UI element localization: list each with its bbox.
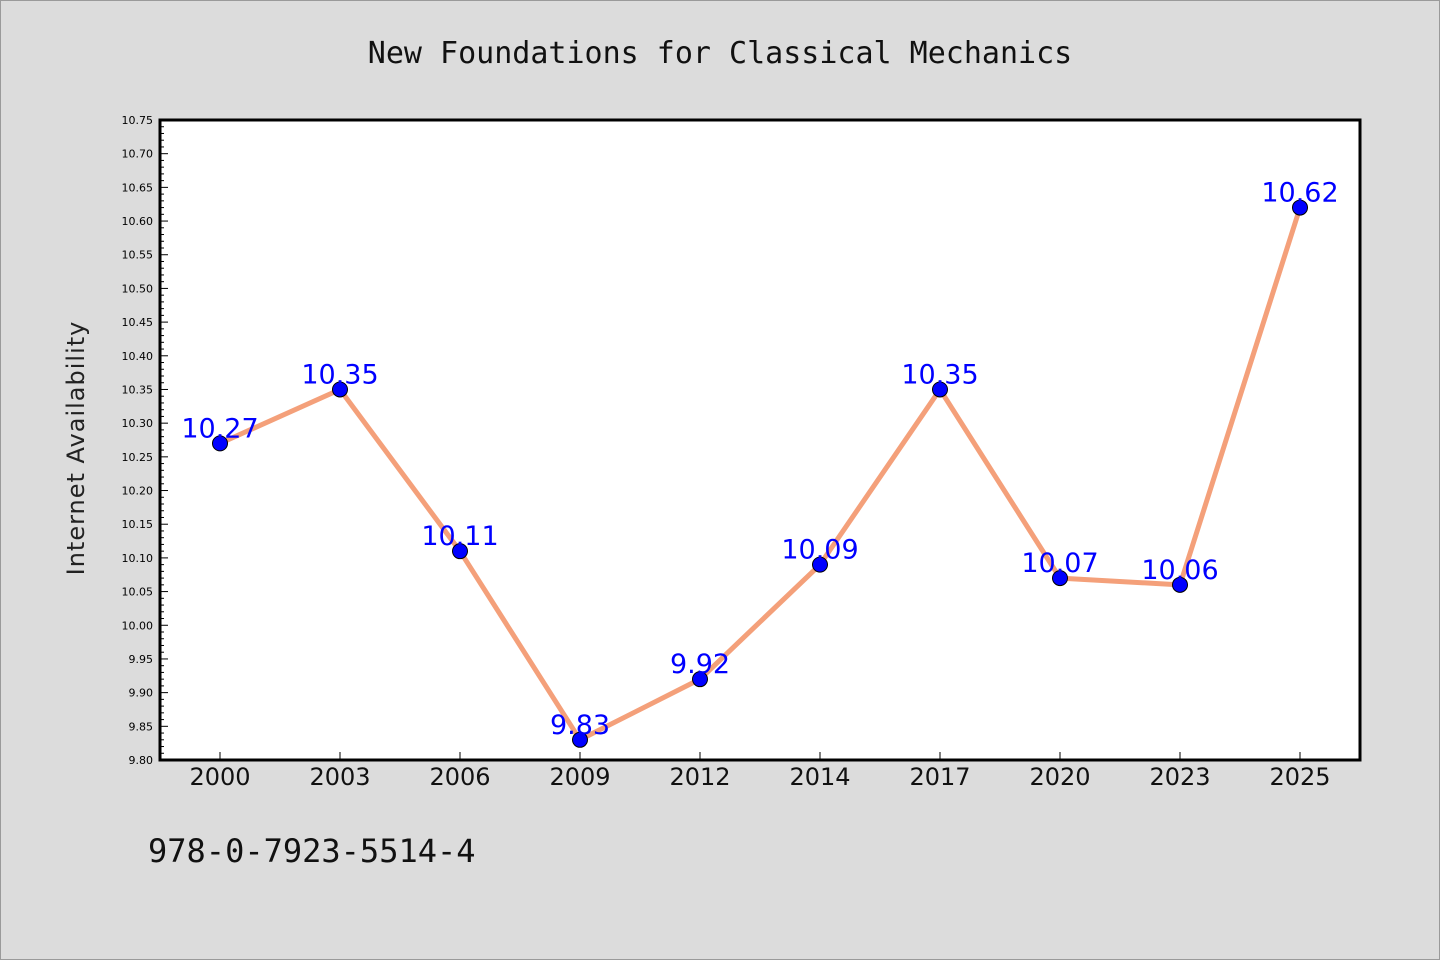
data-point-marker <box>1172 576 1188 593</box>
data-label: 9.92 <box>670 649 730 680</box>
chart-title: New Foundations for Classical Mechanics <box>368 36 1072 71</box>
data-point-marker <box>212 435 228 452</box>
y-tick-label: 10.70 <box>122 148 154 161</box>
data-labels-group: 10.27 10.35 10.11 9.83 9.92 10.09 10.35 10.07 10… <box>181 178 1338 741</box>
data-label: 9.83 <box>550 710 610 741</box>
plot-area <box>158 118 1362 762</box>
y-tick-label: 10.40 <box>122 350 154 363</box>
y-tick-label: 10.30 <box>122 417 154 430</box>
x-tick-label: 2020 <box>1029 763 1090 791</box>
x-axis-ticks: 2000 2003 2006 2009 2012 2014 2017 2020 2023 2025 <box>189 752 1331 791</box>
y-tick-label: 10.45 <box>122 316 154 329</box>
data-label: 10.06 <box>1141 555 1218 586</box>
y-tick-label: 10.00 <box>122 619 154 632</box>
x-tick-label: 2017 <box>909 763 970 791</box>
x-tick-label: 2012 <box>669 763 730 791</box>
data-point-marker <box>572 731 588 748</box>
data-point-marker <box>812 556 828 573</box>
data-label: 10.07 <box>1021 548 1098 579</box>
x-tick-label: 2003 <box>309 763 370 791</box>
data-label: 10.09 <box>781 535 858 566</box>
data-label: 10.35 <box>901 359 978 390</box>
data-point-marker <box>932 381 948 398</box>
x-tick-label: 2023 <box>1149 763 1210 791</box>
y-tick-label: 10.50 <box>122 282 154 295</box>
x-tick-label: 2009 <box>549 763 610 791</box>
y-tick-label: 10.65 <box>122 181 154 194</box>
data-point-marker <box>452 543 468 560</box>
x-tick-label: 2025 <box>1269 763 1330 791</box>
data-label: 10.35 <box>301 359 378 390</box>
data-point-marker <box>692 671 708 688</box>
series-line <box>217 205 1303 743</box>
data-point-marker <box>1292 199 1308 216</box>
data-label: 10.62 <box>1261 178 1338 209</box>
y-tick-label: 10.20 <box>122 485 154 498</box>
y-tick-label: 10.35 <box>122 383 154 396</box>
y-tick-label: 10.25 <box>122 451 154 464</box>
y-tick-label: 10.55 <box>122 249 154 262</box>
data-point-marker <box>332 381 348 398</box>
data-label: 10.11 <box>421 521 498 552</box>
y-tick-label: 10.10 <box>122 552 154 565</box>
data-point-marker <box>1052 570 1068 587</box>
y-tick-label: 10.05 <box>122 586 154 599</box>
y-axis-ticks: 9.80 9.85 9.90 9.95 10.00 10.05 10.10 10.15 10.2… <box>122 114 168 767</box>
x-tick-label: 2006 <box>429 763 490 791</box>
y-tick-label: 10.75 <box>122 114 154 127</box>
y-tick-label: 9.85 <box>129 720 154 733</box>
y-tick-label: 9.90 <box>129 687 154 700</box>
y-tick-label: 10.60 <box>122 215 154 228</box>
y-tick-label: 9.80 <box>129 754 154 767</box>
x-tick-label: 2014 <box>789 763 850 791</box>
y-tick-label: 9.95 <box>129 653 154 666</box>
series-group <box>212 199 1308 748</box>
isbn-text: 978-0-7923-5514-4 <box>148 832 476 870</box>
x-tick-label: 2000 <box>189 763 250 791</box>
data-label: 10.27 <box>181 413 258 444</box>
y-axis-label: Internet Availability <box>62 321 90 576</box>
y-tick-label: 10.15 <box>122 518 154 531</box>
